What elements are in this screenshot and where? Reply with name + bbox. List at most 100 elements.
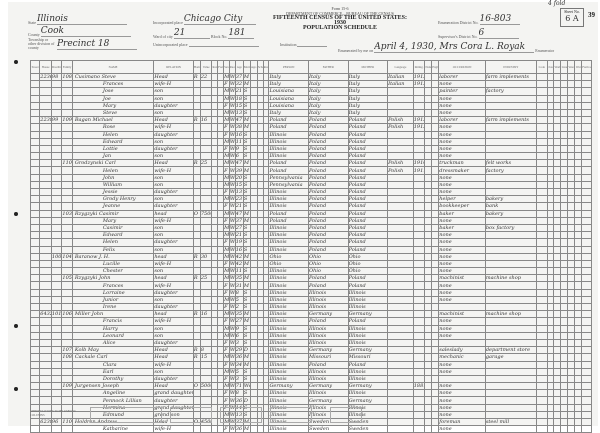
cell-name: Rzygzyki John [71,274,155,283]
table-row: 100 104 Baranow J. H. head R 30 M W 42 M Ohio Ohio O… [29,252,592,261]
cell [567,288,576,297]
cell-race: W [228,72,236,82]
cell-bp: Illinois [268,389,309,398]
cell [431,367,440,376]
cell-h [39,396,52,405]
cell [560,173,569,182]
cell [574,310,583,319]
cell-name: Leonard [71,331,155,340]
cell-race: W [228,187,236,197]
cell-rel: son [153,245,194,254]
cell [424,173,433,182]
cell-val: 15 [199,353,213,362]
cell-rel: daughter [153,130,194,139]
cell-imm [412,367,426,376]
cell-mbp: Germany [347,396,389,405]
cell [431,267,440,276]
cell [431,94,440,103]
cell-d [50,166,63,175]
unincorporated-field: Unincorporated place [153,42,259,47]
cell-home: O [192,382,201,391]
cell-fbp: Ohio [308,259,349,269]
cell-mbp: Germany [347,310,389,319]
cell [431,410,440,420]
cell [574,195,583,204]
cell-mar: M [242,216,251,225]
table-row: Junior son M W 5 S Illinois Illinois Illinois non… [29,295,592,305]
cell [553,231,562,240]
cell-name: Lucille [71,259,155,269]
table-row: John son M W 20 S Pennsylvania Poland Poland none [29,173,592,182]
cell [431,288,440,297]
cell-d [50,338,63,348]
cell [581,80,592,89]
cell [249,116,258,125]
cell [29,302,41,312]
cell [249,173,258,182]
cell-imm [412,302,426,312]
cell-occ: none [438,80,486,89]
cell-fbp: Italy [308,101,349,110]
cell-age: 35 [234,274,244,283]
cell-age: 47 [234,209,244,218]
cell-val: 22 [199,72,213,82]
cell [546,338,555,348]
cell-f [61,238,73,247]
cell [567,152,576,161]
cell [431,281,440,290]
cell [553,238,562,247]
column-header: Language [387,60,414,74]
cell-home [192,152,201,161]
cell-home [192,425,201,433]
cell-ind [484,180,538,190]
cell [424,137,433,146]
cell-mar: Wd [242,382,251,391]
column-header: Code [536,60,548,74]
cell [574,252,583,261]
cell-rel: son [153,231,194,240]
cell-rel: son [153,331,194,340]
cell [424,108,433,118]
cell [29,87,41,96]
cell [249,108,258,118]
cell [574,346,583,355]
cell-f [61,389,73,398]
cell-f [61,173,73,182]
cell-bp: Illinois [268,295,309,305]
cell-bp: Illinois [268,152,309,161]
sd-label: Supervisor's District No. [438,34,478,39]
cell-ind [484,267,538,276]
cell [553,245,562,254]
cell-sex: M [223,367,230,376]
cell [574,367,583,376]
cell-val [199,231,213,240]
cell-age: 47 [234,116,244,125]
cell-h [39,130,52,139]
cell-mbp: Germany [347,346,389,355]
cell [424,417,433,427]
cell [29,403,41,412]
table-row: William son M W 15 S Pennsylvania Poland Poland n… [29,180,592,190]
cell-lang [387,410,414,420]
cell [581,130,592,139]
cell [29,382,41,391]
cell [567,216,576,225]
cell-val [199,288,213,297]
cell [536,382,548,391]
cell [29,410,41,420]
cell-mbp: Illinois [347,338,389,348]
cell [553,216,562,225]
cell-h [39,101,52,110]
cell-lang [387,216,414,225]
cell-fbp: Poland [308,317,349,326]
column-header: Age [234,60,244,74]
cell-lang [387,353,414,362]
cell [560,108,569,118]
form-number: Form 15-6 [331,6,349,11]
cell [567,159,576,168]
cell-fbp: Missouri [308,353,349,362]
cell-ind [484,137,538,146]
cell [560,374,569,384]
cell [431,152,440,161]
cell [546,317,555,326]
